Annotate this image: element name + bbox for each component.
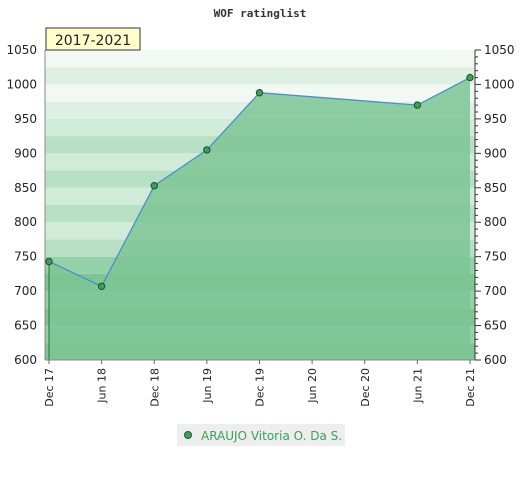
- y-axis-right: 600 650 700 750 800 850 900 950 1000 1050: [475, 43, 515, 367]
- data-point: [150, 182, 158, 190]
- chart-title: WOF ratinglist: [214, 7, 307, 20]
- data-point: [413, 101, 422, 109]
- background-band: [45, 50, 475, 68]
- legend[interactable]: ARAUJO Vitoria O. Da S.: [177, 424, 345, 446]
- x-axis: Dec 17 Jun 18 Dec 18 Jun 19 Dec 19 Jun 20 Dec …: [43, 360, 477, 407]
- x-tick-label: Dec 19: [254, 368, 267, 407]
- x-tick-label: Dec 21: [464, 368, 477, 407]
- y-tick-label-left: 1050: [6, 43, 37, 57]
- y-tick-label-right: 800: [484, 215, 507, 229]
- data-point: [466, 73, 474, 82]
- y-tick-label-left: 600: [14, 353, 37, 367]
- legend-marker-icon: [184, 431, 192, 439]
- x-tick-label: Jun 18: [96, 368, 109, 404]
- y-tick-label-right: 1000: [484, 77, 515, 91]
- y-tick-label-right: 650: [484, 319, 507, 333]
- data-point: [97, 282, 106, 290]
- x-tick-label: Dec 17: [43, 368, 56, 407]
- legend-box: [177, 424, 345, 446]
- y-tick-label-right: 950: [484, 112, 507, 126]
- x-tick-label: Dec 18: [148, 368, 161, 407]
- y-tick-label-left: 900: [14, 146, 37, 160]
- x-tick-label: Jun 20: [306, 368, 319, 404]
- period-label-text: 2017-2021: [55, 33, 131, 49]
- y-tick-label-left: 650: [14, 319, 37, 333]
- series-area: [49, 77, 470, 361]
- data-points: [45, 73, 474, 290]
- y-tick-label-right: 900: [484, 146, 507, 160]
- x-tick-label: Jun 21: [411, 368, 424, 404]
- period-label-box: [45, 27, 141, 51]
- y-tick-label-left: 800: [14, 215, 37, 229]
- y-tick-label-right: 750: [484, 250, 507, 264]
- y-tick-label-right: 850: [484, 181, 507, 195]
- y-tick-label-left: 1000: [6, 77, 37, 91]
- period-label: 2017-2021: [45, 27, 141, 51]
- y-tick-label-right: 1050: [484, 43, 515, 57]
- data-point: [255, 89, 264, 97]
- y-tick-label-right: 600: [484, 353, 507, 367]
- y-tick-label-right: 700: [484, 284, 507, 298]
- y-tick-label-left: 950: [14, 112, 37, 126]
- legend-series-label: ARAUJO Vitoria O. Da S.: [201, 429, 342, 443]
- x-tick-label: Dec 20: [359, 368, 372, 407]
- data-point: [203, 146, 211, 154]
- y-axis-left: 600 650 700 750 800 850 900 950 1000 1050: [6, 43, 37, 367]
- y-tick-label-left: 850: [14, 181, 37, 195]
- data-point: [45, 257, 53, 266]
- y-tick-label-left: 700: [14, 284, 37, 298]
- background-band: [45, 67, 475, 85]
- x-tick-label: Jun 19: [201, 368, 214, 404]
- y-tick-label-left: 750: [14, 250, 37, 264]
